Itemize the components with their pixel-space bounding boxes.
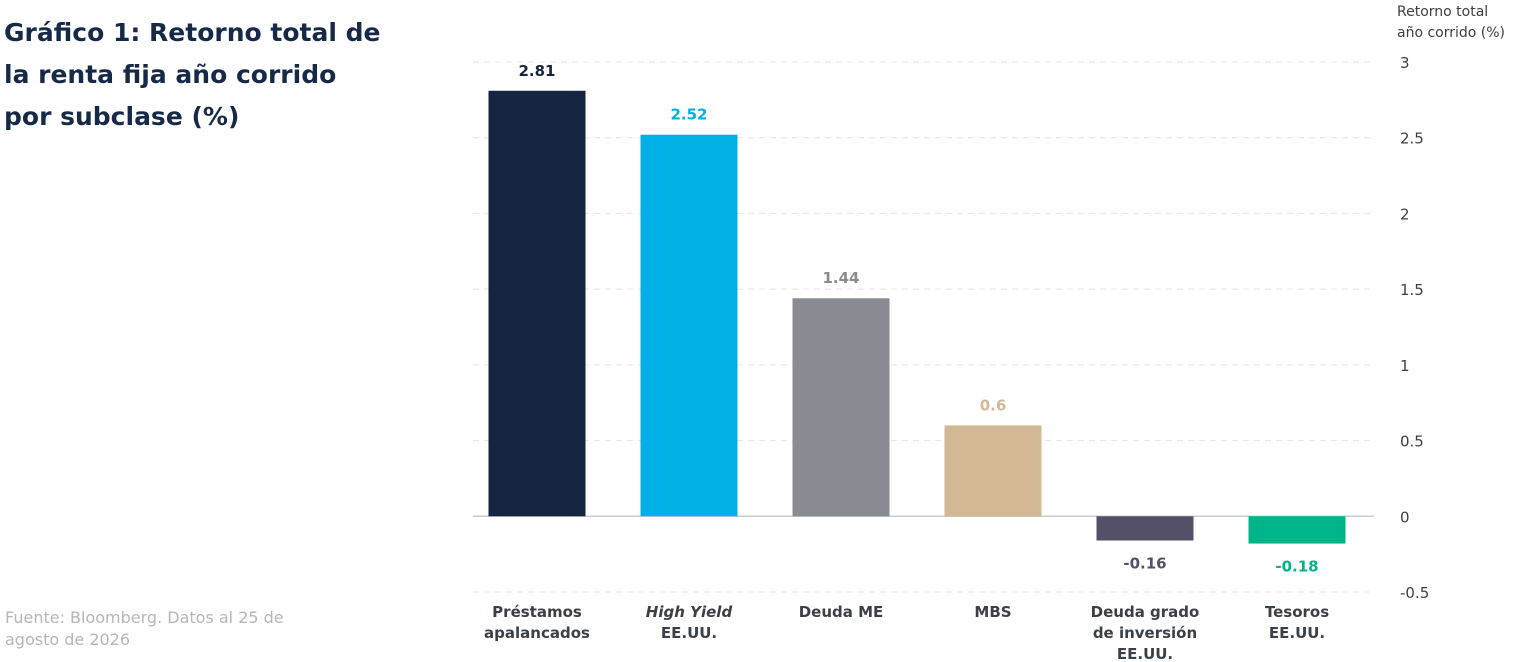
y-tick-label: 2 (1400, 205, 1410, 223)
x-tick-label: EE.UU. (1117, 645, 1173, 662)
source-note-line: agosto de 2026 (5, 630, 131, 649)
y-axis-title: Retorno total (1397, 4, 1488, 20)
bar (1248, 516, 1346, 544)
source-note-line: Fuente: Bloomberg. Datos al 25 de (5, 608, 284, 627)
y-axis-title: año corrido (%) (1397, 25, 1505, 41)
chart-title-line: la renta fija año corrido (4, 60, 337, 89)
x-tick-label: Deuda grado (1091, 603, 1200, 621)
data-label: 2.81 (518, 62, 555, 80)
data-label: 0.6 (980, 396, 1007, 414)
bar (792, 298, 890, 517)
bar (1096, 516, 1194, 541)
y-tick-label: 1 (1400, 357, 1410, 375)
x-tick-label: EE.UU. (661, 624, 717, 642)
y-tick-label: 3 (1400, 54, 1410, 72)
x-tick-label: apalancados (484, 624, 590, 642)
bar (944, 425, 1042, 517)
y-tick-label: 0 (1400, 508, 1410, 526)
x-tick-label: Préstamos (492, 603, 582, 621)
x-tick-label: Tesoros (1265, 603, 1329, 621)
data-label: -0.18 (1275, 558, 1318, 576)
bar (488, 90, 586, 517)
chart-title-line: Gráfico 1: Retorno total de (4, 18, 381, 47)
data-label: 2.52 (670, 106, 707, 124)
y-tick-label: 1.5 (1400, 281, 1424, 299)
y-tick-label: 0.5 (1400, 433, 1424, 451)
x-tick-label: de inversión (1093, 624, 1197, 642)
source-note: Fuente: Bloomberg. Datos al 25 de agosto… (5, 607, 305, 651)
bar (640, 134, 738, 517)
data-label: 1.44 (822, 269, 859, 287)
gridlines (473, 61, 1374, 593)
labels: 2.81 Préstamos apalancados 2.52 High Yield EE… (484, 62, 1329, 662)
bars (488, 90, 1346, 544)
chart-title-line: por subclase (%) (4, 102, 240, 131)
chart-title: Gráfico 1: Retorno total de la renta fij… (4, 12, 384, 138)
y-tick-label: -0.5 (1400, 584, 1429, 602)
y-axis: 3 2.5 2 1.5 1 0.5 0 -0.5 Retorno total año corrid… (1397, 4, 1505, 602)
x-tick-label: High Yield (646, 603, 733, 621)
data-label: -0.16 (1123, 555, 1166, 573)
x-tick-label: MBS (974, 603, 1011, 621)
y-tick-label: 2.5 (1400, 130, 1424, 148)
x-tick-label: Deuda ME (799, 603, 884, 621)
x-tick-label: EE.UU. (1269, 624, 1325, 642)
